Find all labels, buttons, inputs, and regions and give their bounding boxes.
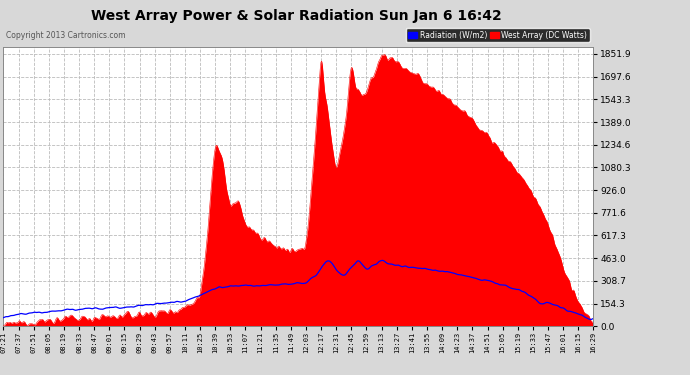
Text: West Array Power & Solar Radiation Sun Jan 6 16:42: West Array Power & Solar Radiation Sun J…: [91, 9, 502, 23]
Legend: Radiation (W/m2), West Array (DC Watts): Radiation (W/m2), West Array (DC Watts): [406, 28, 589, 42]
Text: Copyright 2013 Cartronics.com: Copyright 2013 Cartronics.com: [6, 31, 126, 40]
